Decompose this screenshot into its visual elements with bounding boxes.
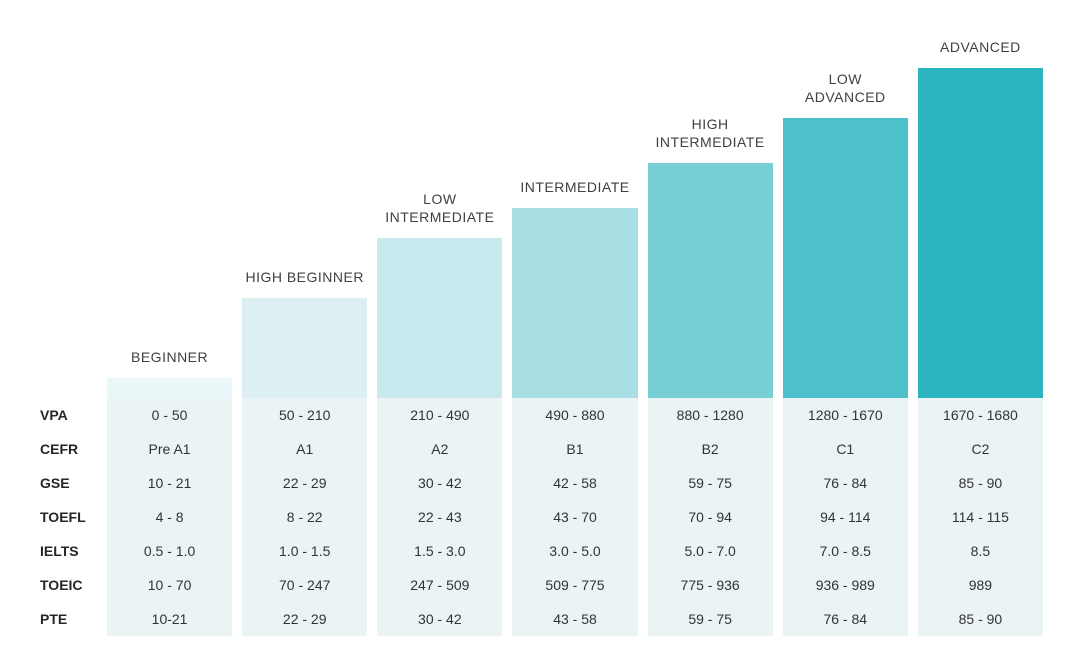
cell-ielts: 1.5 - 3.0	[377, 534, 502, 568]
level-column: ADVANCED1670 - 1680C285 - 90114 - 1158.5…	[918, 20, 1043, 636]
level-cells: 0 - 50Pre A110 - 214 - 80.5 - 1.010 - 70…	[107, 398, 232, 636]
row-label-ielts: IELTS	[40, 534, 102, 568]
cell-cefr: C2	[918, 432, 1043, 466]
cell-toeic: 70 - 247	[242, 568, 367, 602]
proficiency-chart: VPACEFRGSETOEFLIELTSTOEICPTE BEGINNER 0 -…	[40, 20, 1048, 636]
cell-toefl: 4 - 8	[107, 500, 232, 534]
level-head: LOW ADVANCED	[783, 20, 908, 398]
level-bar	[377, 238, 502, 398]
cell-gse: 22 - 29	[242, 466, 367, 500]
level-label: HIGH INTERMEDIATE	[656, 115, 765, 151]
cell-cefr: A1	[242, 432, 367, 466]
cell-gse: 85 - 90	[918, 466, 1043, 500]
cell-pte: 59 - 75	[648, 602, 773, 636]
cell-ielts: 8.5	[918, 534, 1043, 568]
level-bar	[783, 118, 908, 398]
cell-toefl: 8 - 22	[242, 500, 367, 534]
cell-toeic: 247 - 509	[377, 568, 502, 602]
level-column: HIGH INTERMEDIATE880 - 1280B259 - 7570 -…	[648, 20, 773, 636]
cell-vpa: 0 - 50	[107, 398, 232, 432]
cell-gse: 30 - 42	[377, 466, 502, 500]
cell-toefl: 114 - 115	[918, 500, 1043, 534]
level-head: HIGH BEGINNER	[242, 20, 367, 398]
level-label: LOW ADVANCED	[805, 70, 886, 106]
cell-pte: 43 - 58	[512, 602, 637, 636]
level-label: LOW INTERMEDIATE	[385, 190, 494, 226]
row-label-cefr: CEFR	[40, 432, 102, 466]
cell-cefr: A2	[377, 432, 502, 466]
cell-vpa: 50 - 210	[242, 398, 367, 432]
cell-cefr: C1	[783, 432, 908, 466]
cell-toefl: 70 - 94	[648, 500, 773, 534]
level-column: LOW ADVANCED1280 - 1670C176 - 8494 - 114…	[783, 20, 908, 636]
level-cells: 210 - 490A230 - 4222 - 431.5 - 3.0247 - …	[377, 398, 502, 636]
cell-vpa: 1280 - 1670	[783, 398, 908, 432]
level-bar	[918, 68, 1043, 398]
cell-pte: 10-21	[107, 602, 232, 636]
level-bar	[648, 163, 773, 398]
level-cells: 880 - 1280B259 - 7570 - 945.0 - 7.0775 -…	[648, 398, 773, 636]
level-bar	[242, 298, 367, 398]
level-bar	[107, 378, 232, 398]
cell-vpa: 490 - 880	[512, 398, 637, 432]
cell-vpa: 880 - 1280	[648, 398, 773, 432]
row-label-toefl: TOEFL	[40, 500, 102, 534]
cell-vpa: 210 - 490	[377, 398, 502, 432]
level-column: LOW INTERMEDIATE210 - 490A230 - 4222 - 4…	[377, 20, 502, 636]
cell-pte: 22 - 29	[242, 602, 367, 636]
level-head: HIGH INTERMEDIATE	[648, 20, 773, 398]
cell-pte: 85 - 90	[918, 602, 1043, 636]
cell-ielts: 5.0 - 7.0	[648, 534, 773, 568]
level-head: BEGINNER	[107, 20, 232, 398]
level-cells: 1280 - 1670C176 - 8494 - 1147.0 - 8.5936…	[783, 398, 908, 636]
row-label-vpa: VPA	[40, 398, 102, 432]
row-labels-column: VPACEFRGSETOEFLIELTSTOEICPTE	[40, 20, 102, 636]
level-bar	[512, 208, 637, 398]
level-head: ADVANCED	[918, 20, 1043, 398]
level-head: LOW INTERMEDIATE	[377, 20, 502, 398]
cell-ielts: 0.5 - 1.0	[107, 534, 232, 568]
cell-toeic: 989	[918, 568, 1043, 602]
level-cells: 50 - 210A122 - 298 - 221.0 - 1.570 - 247…	[242, 398, 367, 636]
cell-pte: 30 - 42	[377, 602, 502, 636]
row-label-pte: PTE	[40, 602, 102, 636]
cell-vpa: 1670 - 1680	[918, 398, 1043, 432]
cell-toeic: 775 - 936	[648, 568, 773, 602]
cell-pte: 76 - 84	[783, 602, 908, 636]
cell-toeic: 10 - 70	[107, 568, 232, 602]
row-label-gse: GSE	[40, 466, 102, 500]
level-cells: 1670 - 1680C285 - 90114 - 1158.598985 - …	[918, 398, 1043, 636]
cell-toefl: 22 - 43	[377, 500, 502, 534]
level-column: BEGINNER 0 - 50Pre A110 - 214 - 80.5 - 1.…	[107, 20, 232, 636]
row-label-toeic: TOEIC	[40, 568, 102, 602]
cell-ielts: 1.0 - 1.5	[242, 534, 367, 568]
cell-toefl: 43 - 70	[512, 500, 637, 534]
cell-cefr: B2	[648, 432, 773, 466]
cell-cefr: B1	[512, 432, 637, 466]
level-cells: 490 - 880B142 - 5843 - 703.0 - 5.0509 - …	[512, 398, 637, 636]
level-label: INTERMEDIATE	[520, 178, 629, 196]
cell-ielts: 7.0 - 8.5	[783, 534, 908, 568]
cell-toefl: 94 - 114	[783, 500, 908, 534]
cell-gse: 10 - 21	[107, 466, 232, 500]
cell-toeic: 509 - 775	[512, 568, 637, 602]
level-label: HIGH BEGINNER	[245, 268, 364, 286]
level-column: INTERMEDIATE 490 - 880B142 - 5843 - 703.0…	[512, 20, 637, 636]
cell-gse: 76 - 84	[783, 466, 908, 500]
level-label: ADVANCED	[940, 38, 1021, 56]
cell-gse: 42 - 58	[512, 466, 637, 500]
level-head: INTERMEDIATE	[512, 20, 637, 398]
level-label: BEGINNER	[131, 348, 208, 366]
cell-toeic: 936 - 989	[783, 568, 908, 602]
cell-cefr: Pre A1	[107, 432, 232, 466]
cell-ielts: 3.0 - 5.0	[512, 534, 637, 568]
level-columns: BEGINNER 0 - 50Pre A110 - 214 - 80.5 - 1.…	[102, 20, 1048, 636]
cell-gse: 59 - 75	[648, 466, 773, 500]
level-column: HIGH BEGINNER50 - 210A122 - 298 - 221.0 …	[242, 20, 367, 636]
